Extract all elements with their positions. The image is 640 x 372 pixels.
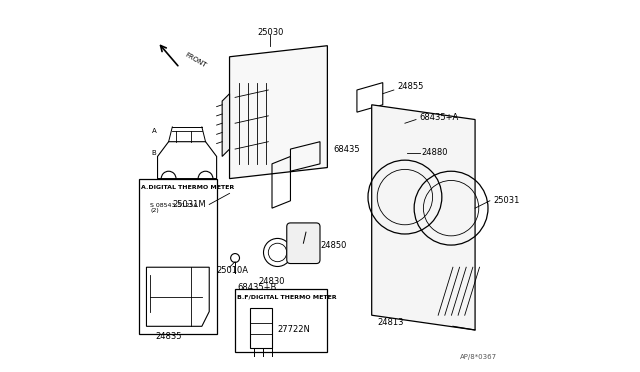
Text: 27722N: 27722N [278,326,310,334]
Text: 24850: 24850 [320,241,346,250]
Text: A: A [152,128,156,134]
Text: 24835: 24835 [156,332,182,341]
Text: 24880: 24880 [422,148,448,157]
Text: 25030: 25030 [257,28,284,37]
Text: 24813: 24813 [377,318,404,327]
Text: S 08543-5125A
(2): S 08543-5125A (2) [150,203,198,214]
Bar [235,289,328,352]
Text: AP/8*0367: AP/8*0367 [460,353,497,359]
Polygon shape [222,94,230,157]
Text: 24855: 24855 [397,82,424,91]
Bar [139,179,216,334]
Text: 25031M: 25031M [172,200,205,209]
Text: 24830: 24830 [259,278,285,286]
Text: B: B [152,150,156,156]
Polygon shape [372,105,475,330]
Text: FRONT: FRONT [184,52,207,69]
FancyBboxPatch shape [287,223,320,263]
Text: 25010A: 25010A [216,266,248,275]
Text: B.F/DIGITAL THERMO METER: B.F/DIGITAL THERMO METER [237,295,337,300]
Polygon shape [230,46,328,179]
Text: 68435: 68435 [333,145,360,154]
Text: 68435+B: 68435+B [237,283,277,292]
Text: 68435+A: 68435+A [420,113,459,122]
Text: 25031: 25031 [493,196,520,205]
Text: A.DIGITAL THERMO METER: A.DIGITAL THERMO METER [141,185,234,190]
